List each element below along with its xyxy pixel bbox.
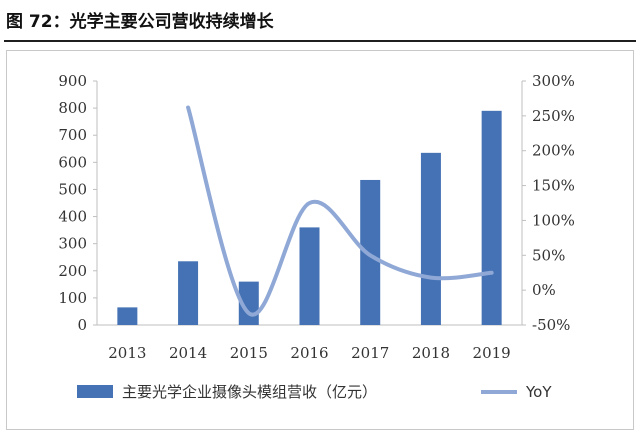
x-tick-labels: 2013 2014 2015 2016 2017 2018 2019	[108, 344, 510, 362]
x-tick-label: 2013	[108, 344, 146, 362]
x-tick-label: 2014	[169, 344, 207, 362]
right-y-tick-labels: -50% 0% 50% 100% 150% 200% 250% 300%	[532, 72, 575, 334]
bar-2013	[117, 307, 138, 325]
bar-2017	[360, 179, 381, 325]
right-y-tick-label: 300%	[532, 72, 575, 90]
title-rule	[4, 40, 636, 42]
legend-bar-label: 主要光学企业摄像头模组营收（亿元）	[122, 383, 377, 401]
right-y-tick-label: 200%	[532, 142, 575, 160]
bar-2018	[420, 152, 441, 325]
bar-2019	[481, 110, 502, 325]
yoy-line-series	[186, 105, 494, 317]
left-y-tick-label: 800	[58, 99, 87, 117]
right-y-tick-label: 50%	[532, 246, 565, 264]
x-tick-label: 2018	[412, 344, 450, 362]
left-y-tick-label: 400	[58, 208, 87, 226]
x-tick-label: 2016	[290, 344, 328, 362]
right-y-tick-label: -50%	[532, 316, 570, 334]
chart-frame	[6, 50, 634, 430]
bar-2014	[178, 261, 199, 325]
legend-line-label: YoY	[525, 383, 552, 401]
x-tick-label: 2019	[473, 344, 511, 362]
left-y-tick-label: 300	[58, 235, 87, 253]
left-y-tick-label: 200	[58, 262, 87, 280]
left-y-tick-label: 600	[58, 153, 87, 171]
legend: 主要光学企业摄像头模组营收（亿元） YoY	[77, 383, 552, 401]
left-y-tick-labels: 0 100 200 300 400 500 600 700 800 900	[58, 72, 87, 334]
right-y-tick-label: 100%	[532, 211, 575, 229]
right-y-tick-label: 0%	[532, 281, 556, 299]
left-y-tick-label: 100	[58, 289, 87, 307]
left-y-tick-label: 0	[77, 316, 87, 334]
x-tick-label: 2015	[230, 344, 268, 362]
left-y-tick-label: 500	[58, 180, 87, 198]
right-y-tick-label: 250%	[532, 107, 575, 125]
legend-bar-swatch	[77, 385, 113, 398]
right-y-tick-label: 150%	[532, 177, 575, 195]
bar-2016	[299, 227, 320, 325]
left-y-tick-label: 700	[58, 126, 87, 144]
bar-series	[117, 110, 502, 325]
figure-title: 图 72：光学主要公司营收持续增长	[6, 12, 274, 32]
x-tick-label: 2017	[351, 344, 389, 362]
yoy-line	[186, 105, 494, 317]
left-y-tick-label: 900	[58, 72, 87, 90]
